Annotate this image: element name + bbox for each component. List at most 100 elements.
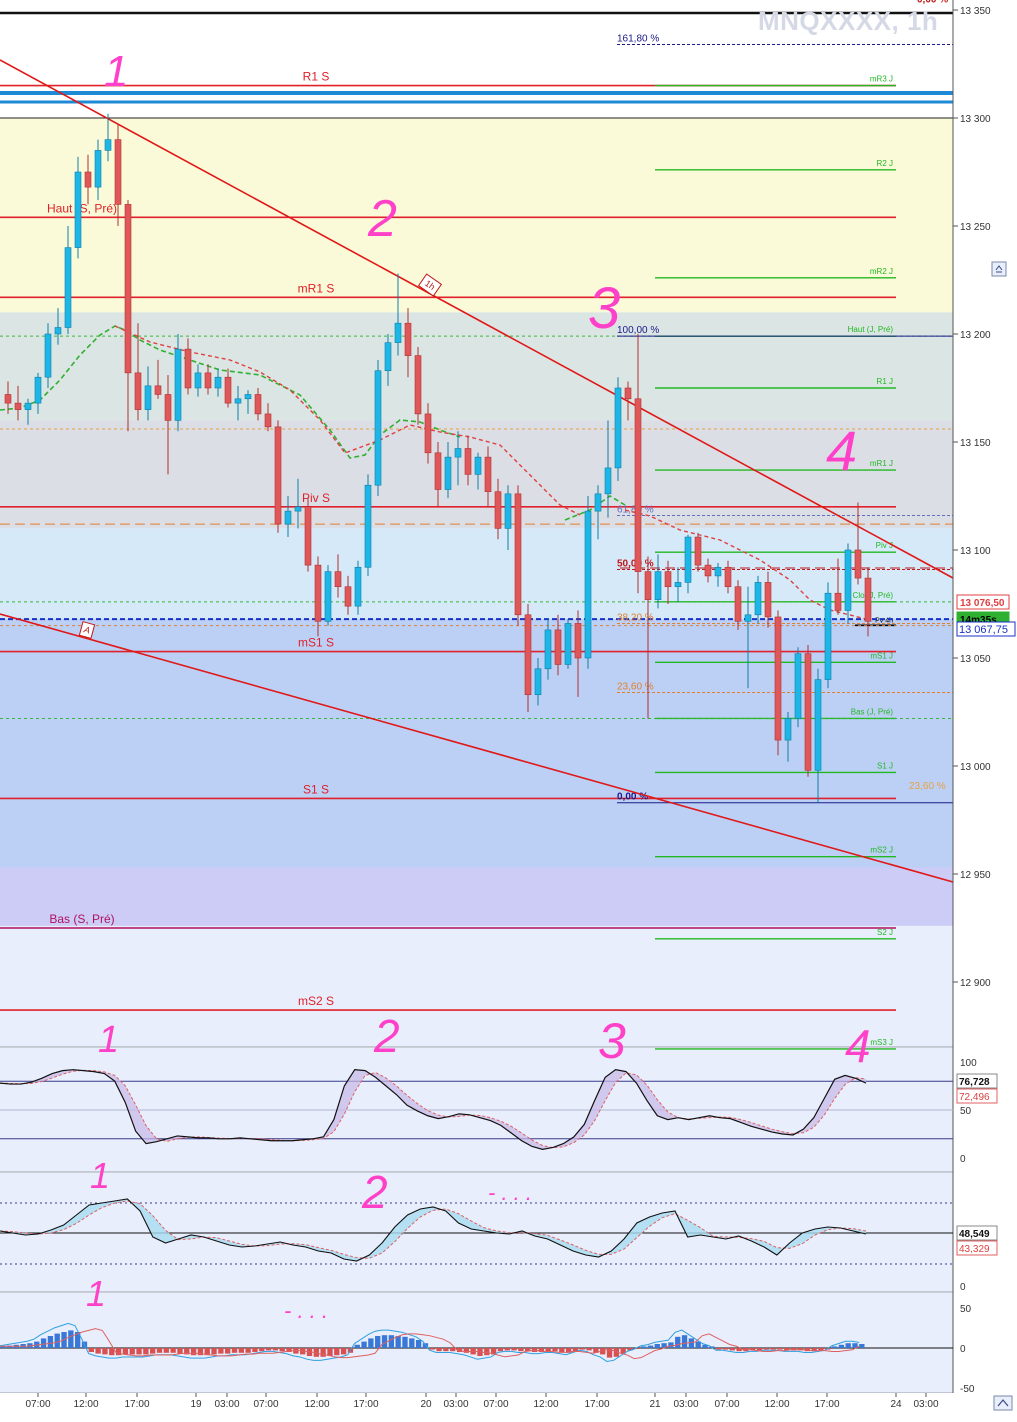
osc3-bar — [784, 1348, 790, 1351]
osc1-badge-box — [956, 1088, 998, 1104]
handwritten-osc2-dots: - . . . — [488, 1180, 532, 1205]
time-tick-label: 03:00 — [913, 1399, 938, 1410]
osc3-bar — [756, 1348, 763, 1351]
candle-body — [204, 372, 212, 389]
trend-line-down — [0, 59, 954, 579]
osc3-bar — [490, 1348, 497, 1355]
osc3-bar — [313, 1348, 319, 1357]
price-axis-bg — [953, 0, 1017, 1393]
current-badge-box — [956, 621, 1016, 637]
candle-body — [554, 629, 562, 665]
candle-body — [544, 629, 552, 670]
osc3-bar — [122, 1348, 129, 1355]
candle-body — [574, 623, 582, 659]
osc3-bar — [115, 1348, 122, 1356]
candle-body — [794, 653, 802, 719]
osc3-bar — [531, 1348, 538, 1352]
osc1-tick-label: 50 — [960, 1106, 972, 1117]
daily-pivot-label: mR3 J — [870, 75, 893, 84]
scroll-end-icon — [993, 1395, 1013, 1411]
osc3-bar — [545, 1348, 551, 1352]
osc3-bar — [559, 1348, 565, 1352]
osc1-tick-label: 100 — [960, 1058, 977, 1069]
zone-blue — [0, 619, 953, 868]
candle-body — [344, 586, 352, 607]
scale-icon-glyph — [995, 265, 1003, 273]
handwritten-mark-3: 3 — [588, 276, 620, 341]
ma-red-dashed — [624, 509, 871, 621]
zone-lavender — [0, 867, 953, 926]
time-tick-label: 07:00 — [25, 1399, 50, 1410]
candle-body — [34, 376, 42, 404]
candle-body — [414, 355, 422, 415]
osc3-bar — [429, 1348, 435, 1350]
osc3-bar — [831, 1346, 838, 1348]
candle-body — [404, 322, 412, 356]
osc3-tick-label: 50 — [960, 1304, 972, 1315]
ma-green-dashed — [564, 495, 626, 521]
weekly-pivot-label: Haut (S, Pré) — [47, 201, 117, 215]
osc3-bar — [654, 1344, 660, 1348]
price-tick-label: 13 350 — [960, 6, 991, 17]
daily-pivot-label: Piv J — [876, 541, 893, 550]
osc3-bar — [156, 1348, 163, 1353]
osc3-bar — [354, 1344, 360, 1348]
candle-body — [844, 549, 852, 611]
candle-body — [494, 491, 502, 529]
weekly-pivot-label: Piv S — [302, 491, 330, 505]
candle-body — [74, 171, 82, 248]
osc3-bar — [797, 1348, 804, 1351]
osc2-badge-text: 43,329 — [959, 1244, 990, 1255]
osc1-tick-label: 0 — [960, 1154, 966, 1165]
candle-body — [504, 493, 512, 529]
candle-body — [524, 614, 532, 696]
osc3-bar — [109, 1348, 115, 1356]
osc3-bar — [231, 1348, 238, 1353]
candle-body — [294, 506, 302, 512]
osc3-bar — [770, 1348, 776, 1350]
candle-body — [614, 387, 622, 469]
osc3-bar — [647, 1345, 654, 1348]
osc3-bar — [736, 1348, 742, 1352]
price-tick-label: 13 200 — [960, 330, 991, 341]
osc3-panel-bg — [0, 1293, 953, 1393]
time-tick-label: 17:00 — [124, 1399, 149, 1410]
osc3-bar — [497, 1348, 504, 1352]
handwritten-osc1-1: 1 — [98, 1019, 119, 1061]
handwritten-mark-2: 2 — [367, 190, 397, 248]
candle-body — [584, 510, 592, 659]
osc3-bar — [811, 1348, 817, 1352]
osc3-bar — [320, 1348, 326, 1357]
price-tick-label: 12 950 — [960, 870, 991, 881]
osc3-bar — [852, 1343, 858, 1348]
osc3-bar — [538, 1348, 545, 1352]
daily-pivot-label: Bas (J, Pré) — [851, 707, 894, 716]
osc3-bar — [6, 1345, 13, 1348]
chart-watermark: MNQXXXX, 1h — [758, 6, 939, 36]
osc3-bar — [388, 1335, 394, 1348]
trend-tag-1h: 1h — [417, 273, 443, 297]
osc3-bar — [443, 1348, 449, 1352]
osc3-bar — [450, 1348, 456, 1352]
candle-body — [754, 582, 762, 616]
osc3-bar — [838, 1344, 845, 1348]
osc3-bar — [245, 1348, 251, 1353]
trend-line-lower — [0, 613, 954, 883]
osc3-bar — [511, 1348, 517, 1351]
osc3-bar — [750, 1348, 756, 1351]
pivot-4h-label: Pv 4h — [875, 617, 893, 624]
candle-body — [64, 247, 72, 328]
osc3-bar — [681, 1335, 688, 1348]
time-tick-label: 17:00 — [353, 1399, 378, 1410]
osc3-bar — [68, 1330, 74, 1348]
osc3-bar — [368, 1338, 374, 1348]
osc3-bar — [361, 1341, 367, 1348]
zone-top — [0, 0, 953, 118]
handwritten-osc1-4: 4 — [845, 1020, 871, 1072]
osc3-bar — [286, 1348, 292, 1352]
osc3-bar — [395, 1336, 401, 1348]
scale-icon — [991, 261, 1007, 277]
osc3-bar — [272, 1348, 279, 1351]
